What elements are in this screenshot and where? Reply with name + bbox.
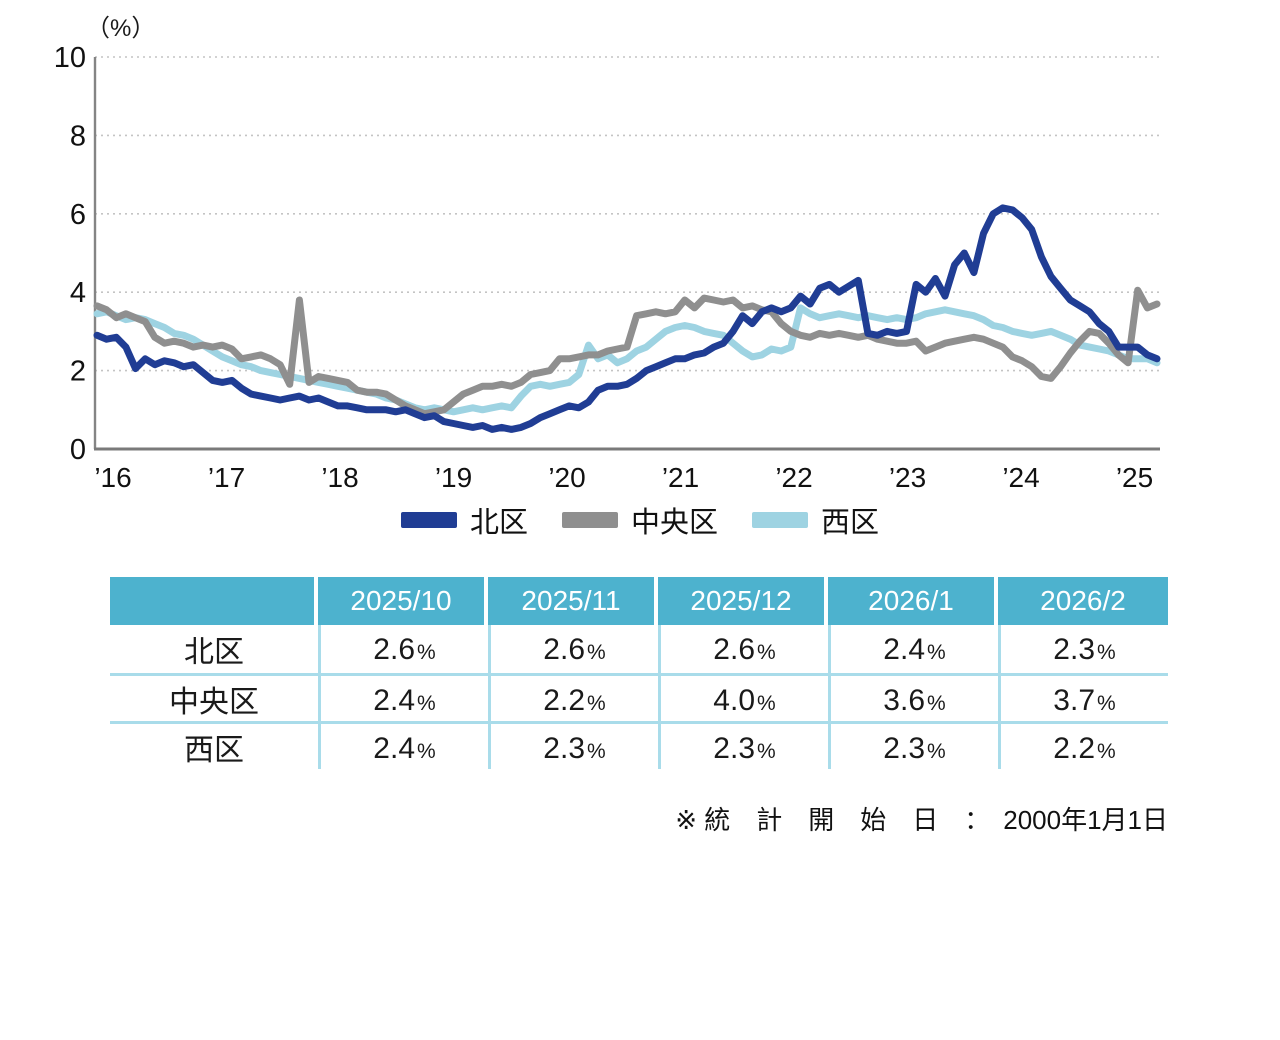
x-tick-label: ’23: [889, 462, 926, 493]
table-cell: 2.3%: [658, 721, 828, 769]
table-header-empty: [110, 577, 318, 625]
table-header-month: 2026/1: [828, 577, 998, 625]
table-header-month: 2025/10: [318, 577, 488, 625]
table-cell: 2.4%: [318, 721, 488, 769]
x-tick-label: ’16: [94, 462, 131, 493]
table-cell: 3.6%: [828, 673, 998, 721]
x-tick-label: ’20: [548, 462, 585, 493]
table-cell: 2.4%: [828, 625, 998, 673]
legend-item-nishi: 西区: [752, 499, 879, 541]
legend-label-chuo: 中央区: [630, 507, 718, 539]
x-tick-label: ’17: [208, 462, 245, 493]
monthly-values-table: 2025/10 2025/11 2025/12 2026/1 2026/2 北区…: [110, 577, 1168, 769]
y-axis-unit-label: （%）: [86, 15, 156, 42]
y-tick-label: 10: [54, 42, 86, 74]
line-chart: 10 8 6 4 2 0 ’16 ’17 ’18 ’19 ’20 ’21 ’22 ’23 ’24 ’25: [54, 42, 1161, 493]
table-cell: 2.6%: [488, 625, 658, 673]
row-label-nishi: 西区: [110, 721, 318, 769]
y-tick-label: 0: [70, 434, 86, 466]
x-tick-label: ’24: [1002, 462, 1039, 493]
table-cell: 2.6%: [658, 625, 828, 673]
row-label-kita: 北区: [110, 625, 318, 673]
y-tick-label: 6: [70, 199, 86, 231]
x-tick-label: ’21: [662, 462, 699, 493]
chart-legend: 北区 中央区 西区: [0, 499, 1280, 541]
table-cell: 3.7%: [998, 673, 1168, 721]
series-line-西区: [93, 304, 1161, 416]
legend-item-kita: 北区: [400, 499, 528, 541]
table-header-month: 2025/11: [488, 577, 658, 625]
series-line-中央区: [93, 286, 1161, 418]
legend-item-chuo: 中央区: [561, 499, 718, 541]
y-tick-label: 8: [70, 120, 86, 152]
y-tick-label: 2: [70, 356, 86, 388]
kita-line-swatch-icon: [400, 512, 457, 528]
table-cell: 4.0%: [658, 673, 828, 721]
table-cell: 2.6%: [318, 625, 488, 673]
legend-label-kita: 北区: [469, 507, 528, 539]
table-cell: 2.3%: [998, 625, 1168, 673]
legend-label-nishi: 西区: [821, 507, 880, 539]
y-tick-label: 4: [70, 277, 86, 309]
table-cell: 2.2%: [488, 673, 658, 721]
statistics-start-note: ※ 統 計 開 始 日 ： 2000年1月1日: [675, 805, 1168, 835]
table-header-month: 2026/2: [998, 577, 1168, 625]
x-tick-label: ’18: [321, 462, 358, 493]
table-cell: 2.2%: [998, 721, 1168, 769]
table-cell: 2.3%: [488, 721, 658, 769]
x-tick-label: ’25: [1116, 462, 1153, 493]
x-tick-label: ’22: [775, 462, 812, 493]
row-label-chuo: 中央区: [110, 673, 318, 721]
table-cell: 2.4%: [318, 673, 488, 721]
table-header-month: 2025/12: [658, 577, 828, 625]
nishi-line-swatch-icon: [752, 512, 808, 528]
x-tick-label: ’19: [435, 462, 472, 493]
table-cell: 2.3%: [828, 721, 998, 769]
chuo-line-swatch-icon: [561, 512, 618, 528]
series-line-北区: [93, 204, 1161, 433]
